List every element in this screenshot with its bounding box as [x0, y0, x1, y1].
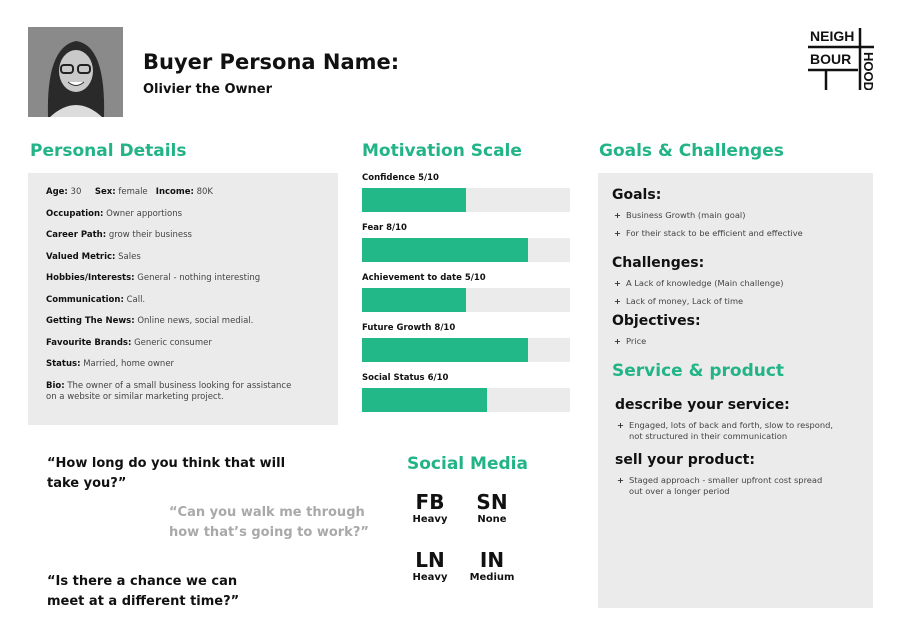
detail-row: Favourite Brands: Generic consumer — [46, 338, 320, 349]
personal-details-heading: Personal Details — [30, 141, 187, 161]
social-usage-level: None — [477, 514, 507, 525]
motivation-bar-fill — [362, 288, 466, 312]
motivation-bar-fill — [362, 388, 487, 412]
challenges-title: Challenges: — [612, 255, 705, 271]
motivation-label: Achievement to date 5/10 — [362, 273, 486, 283]
social-media-heading: Social Media — [407, 454, 528, 474]
detail-value: Owner apportions — [106, 208, 183, 219]
detail-row: Valued Metric: Sales — [46, 252, 320, 263]
motivation-bar — [362, 188, 570, 212]
service-product-heading: Service & product — [612, 361, 785, 381]
motivation-bar-fill — [362, 188, 466, 212]
personal-details-panel: Age: 30 Sex: female Income: 80K Occupati… — [28, 173, 338, 425]
motivation-scale-heading: Motivation Scale — [362, 141, 522, 161]
detail-label: Favourite Brands: — [46, 337, 132, 348]
list-item: For their stack to be efficient and effe… — [612, 228, 859, 239]
motivation-bar — [362, 338, 570, 362]
detail-label: Status: — [46, 359, 81, 369]
motivation-bar — [362, 238, 570, 262]
list-item: Staged approach - smaller upfront cost s… — [615, 475, 837, 497]
motivation-bar-fill — [362, 238, 529, 262]
social-sn: SN None — [462, 490, 522, 525]
motivation-bar-fill — [362, 338, 529, 362]
list-item: Business Growth (main goal) — [612, 210, 859, 221]
list-item: Price — [612, 336, 859, 347]
social-in: IN Medium — [462, 548, 522, 583]
detail-value: Sales — [118, 251, 141, 262]
detail-value: Online news, social medial. — [137, 316, 254, 326]
persona-photo — [28, 27, 123, 117]
detail-value: Call. — [126, 294, 146, 305]
goals-panel: Goals: Business Growth (main goal) For th… — [598, 173, 873, 608]
quote-3: “Is there a chance we can meet at a diff… — [47, 574, 240, 609]
detail-label: Communication: — [46, 294, 124, 305]
detail-label: Getting The News: — [46, 316, 135, 326]
describe-service-title: describe your service: — [615, 397, 790, 413]
detail-value: The owner of a small business looking fo… — [46, 380, 292, 402]
social-network-name: LN — [415, 548, 445, 572]
objectives-title: Objectives: — [612, 313, 701, 329]
social-ln: LN Heavy — [400, 548, 460, 583]
detail-value: grow their business — [108, 230, 192, 240]
detail-row: Bio: The owner of a small business looki… — [46, 381, 296, 403]
detail-label: Hobbies/Interests: — [46, 273, 135, 283]
detail-value: General - nothing interesting — [137, 273, 261, 283]
bullet-list: A Lack of knowledge (Main challenge) Lack… — [612, 278, 859, 307]
svg-text:HOOD: HOOD — [861, 52, 876, 90]
list-item: A Lack of knowledge (Main challenge) — [612, 278, 859, 289]
detail-value: Married, home owner — [83, 359, 175, 369]
svg-text:BOUR: BOUR — [810, 51, 851, 67]
motivation-bar — [362, 288, 570, 312]
social-network-name: SN — [476, 490, 508, 514]
detail-label: Bio: — [46, 380, 65, 391]
demographics-row: Age: 30 Sex: female Income: 80K — [46, 187, 213, 197]
detail-row: Occupation: Owner apportions — [46, 209, 320, 220]
bullet-list: Price — [612, 336, 859, 347]
detail-row: Getting The News: Online news, social me… — [46, 316, 320, 327]
list-item: Engaged, lots of back and forth, slow to… — [615, 420, 837, 442]
bullet-list: Business Growth (main goal) For their sta… — [612, 210, 859, 239]
sell-product-title: sell your product: — [615, 452, 755, 468]
detail-row: Communication: Call. — [46, 295, 320, 306]
detail-label: Valued Metric: — [46, 251, 116, 262]
social-fb: FB Heavy — [400, 490, 460, 525]
motivation-label: Future Growth 8/10 — [362, 323, 456, 333]
quote-2: “Can you walk me through how that’s goin… — [169, 505, 369, 540]
motivation-label: Confidence 5/10 — [362, 173, 439, 183]
list-item: Lack of money, Lack of time — [612, 296, 859, 307]
motivation-label: Fear 8/10 — [362, 223, 407, 233]
social-usage-level: Medium — [469, 572, 515, 583]
motivation-bar — [362, 388, 570, 412]
social-usage-level: Heavy — [412, 514, 448, 525]
goals-title: Goals: — [612, 187, 662, 203]
quote-1: “How long do you think that will take yo… — [47, 456, 286, 491]
goals-challenges-heading: Goals & Challenges — [599, 141, 784, 161]
detail-row: Hobbies/Interests: General - nothing int… — [46, 273, 320, 284]
social-network-name: IN — [479, 548, 505, 572]
svg-text:NEIGH: NEIGH — [810, 28, 854, 44]
motivation-label: Social Status 6/10 — [362, 373, 449, 383]
detail-label: Occupation: — [46, 208, 104, 219]
bullet-list: Staged approach - smaller upfront cost s… — [612, 475, 837, 497]
detail-label: Career Path: — [46, 230, 107, 240]
social-network-name: FB — [415, 490, 445, 514]
bullet-list: Engaged, lots of back and forth, slow to… — [612, 420, 837, 442]
social-usage-level: Heavy — [412, 572, 448, 583]
detail-value: Generic consumer — [134, 337, 212, 348]
detail-row: Status: Married, home owner — [46, 359, 320, 370]
detail-row: Career Path: grow their business — [46, 230, 320, 241]
page-title: Buyer Persona Name: — [143, 50, 400, 74]
persona-name: Olivier the Owner — [143, 82, 273, 97]
neighbourhood-logo: NEIGH BOUR HOOD — [808, 26, 876, 94]
